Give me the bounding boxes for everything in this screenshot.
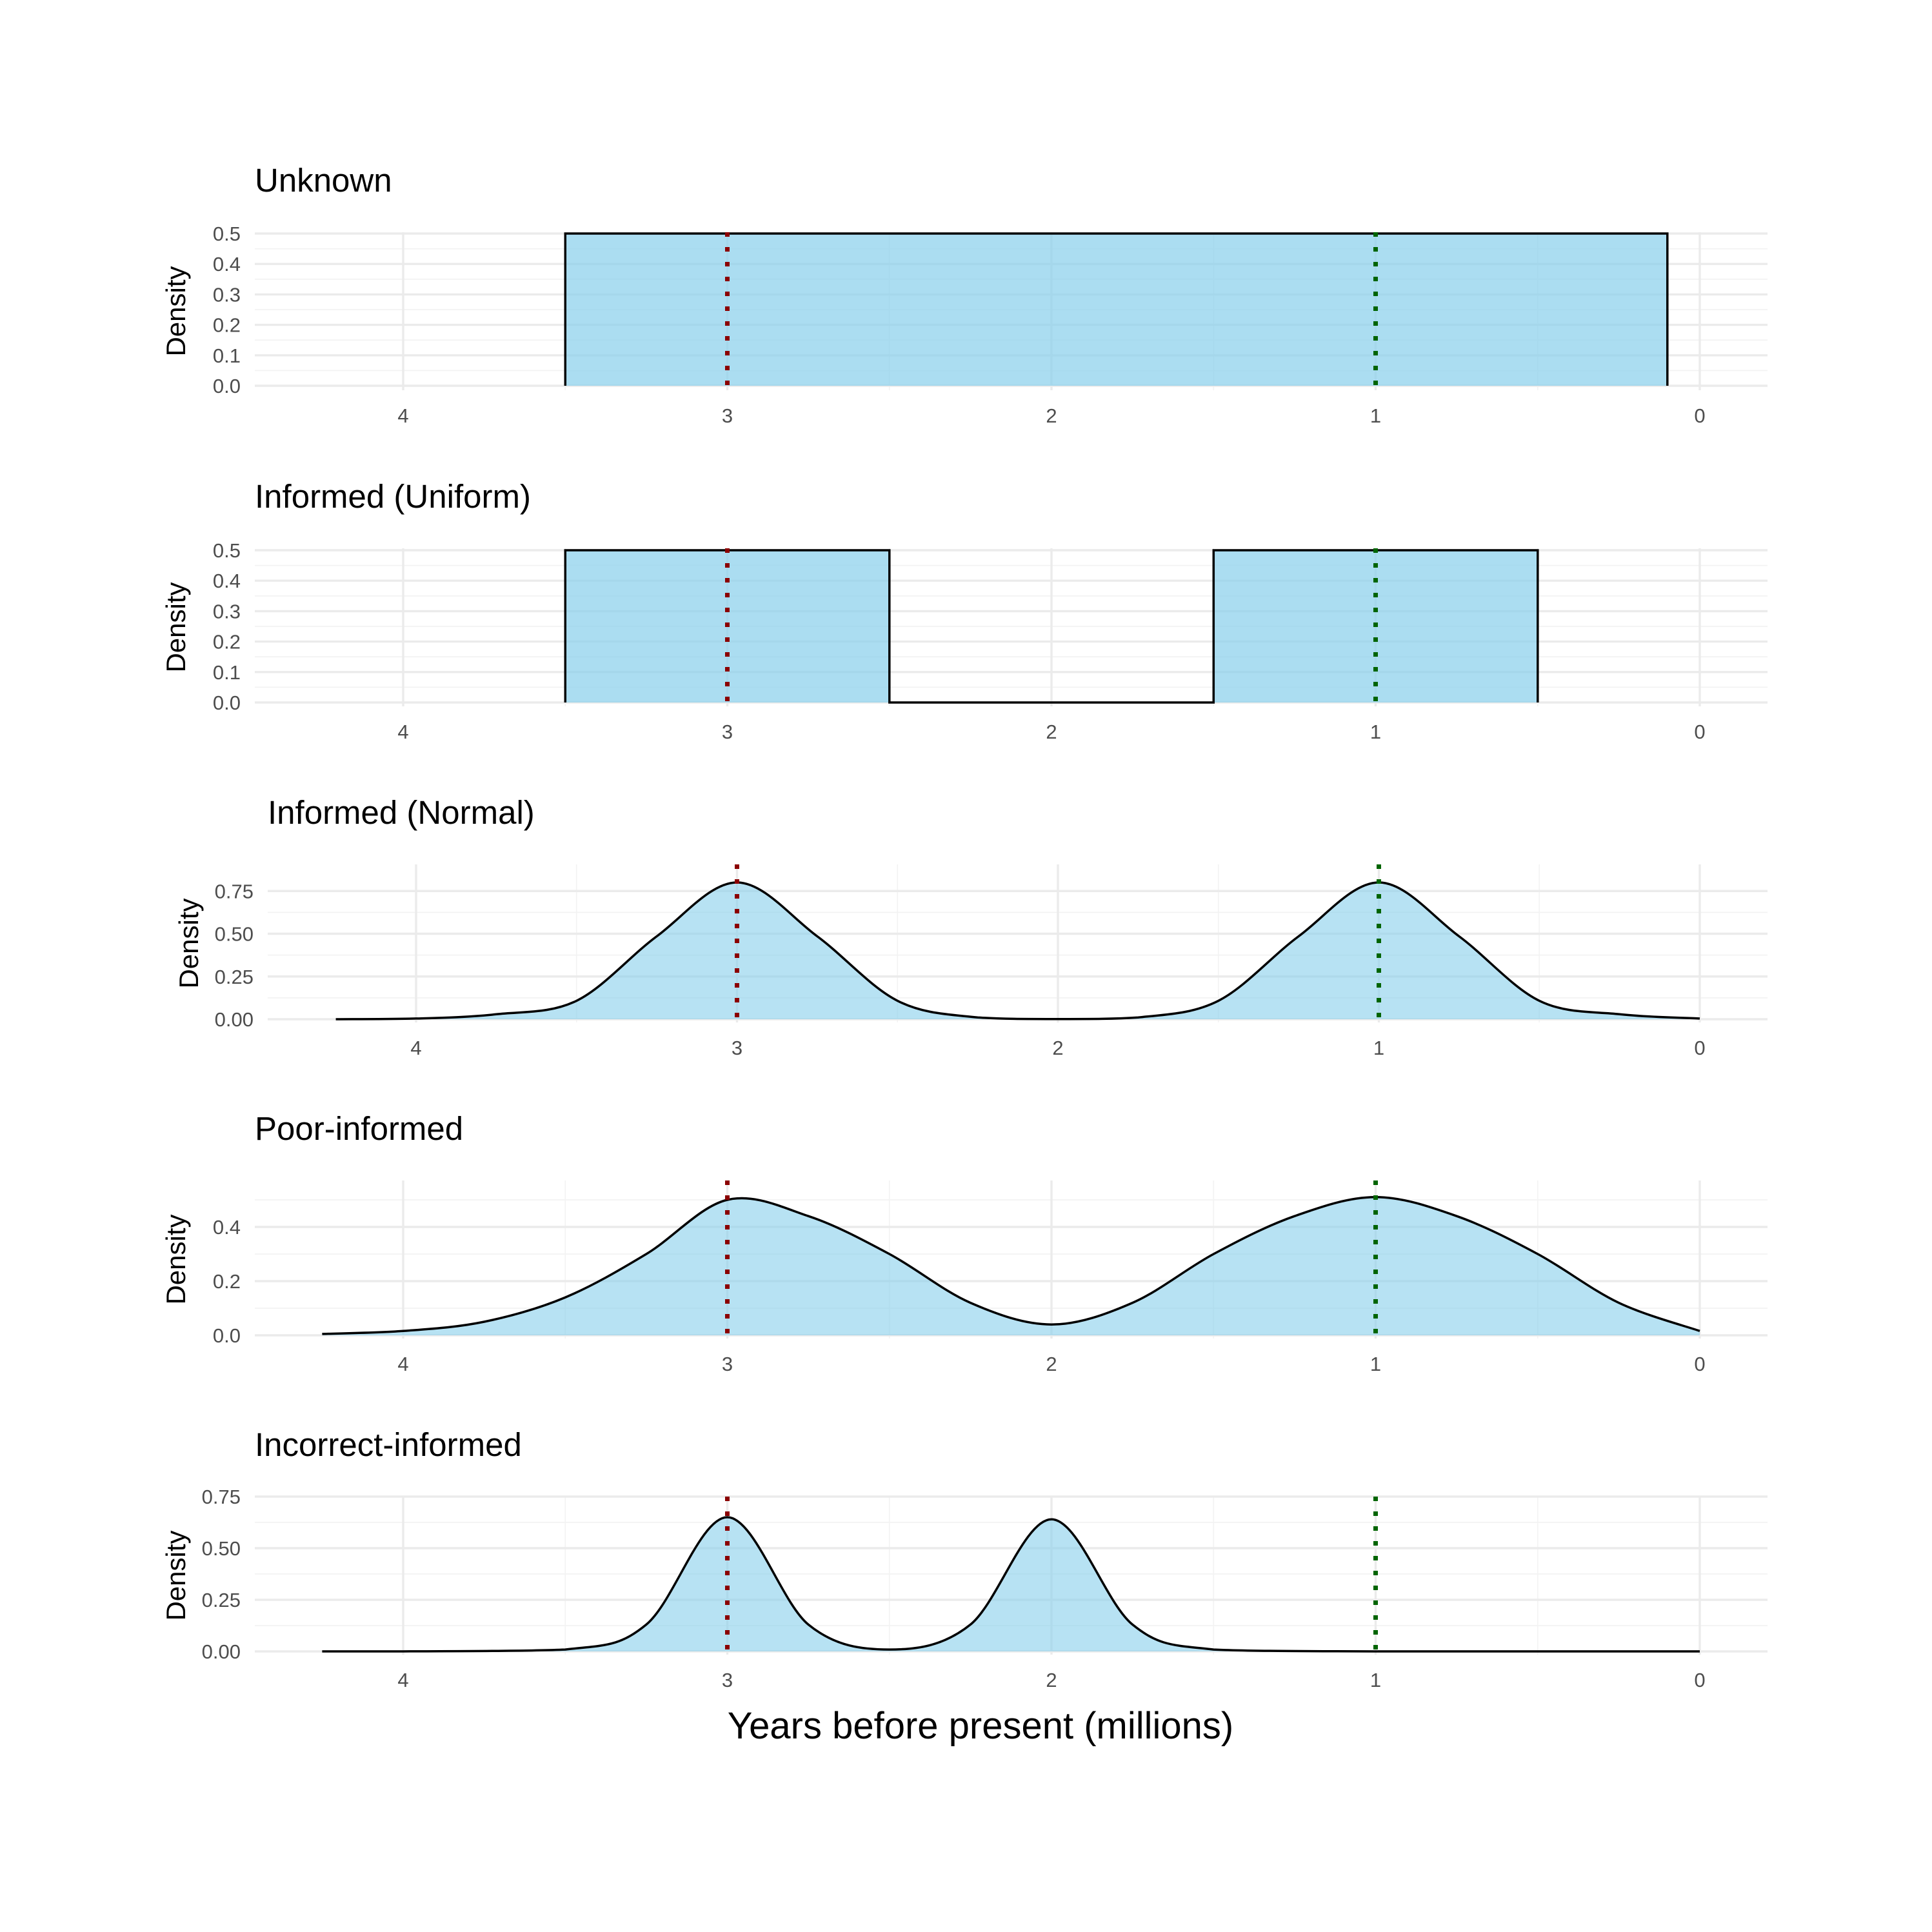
x-tick-label: 0 [1694, 721, 1705, 743]
y-tick-label: 0.00 [215, 1008, 254, 1031]
panel-3: 4 3 2 1 0 0.00 0.25 0.50 0.75 Density Informed (No… [174, 794, 1768, 1059]
x-tick-label: 1 [1370, 404, 1381, 427]
x-tick-label: 2 [1046, 1353, 1057, 1375]
y-tick-label: 0.75 [202, 1486, 241, 1508]
x-tick-label: 1 [1370, 721, 1381, 743]
y-tick-label: 0.75 [215, 880, 254, 902]
x-tick-label: 2 [1046, 721, 1057, 743]
y-tick-label: 0.4 [213, 570, 241, 592]
x-tick-label: 2 [1046, 404, 1057, 427]
x-tick-label: 4 [397, 1353, 408, 1375]
x-tick-label: 1 [1373, 1037, 1384, 1059]
panel-2: 4 3 2 1 0 0.0 0.1 0.2 0.3 0.4 0.5 Density Informed (… [161, 478, 1768, 743]
x-tick-label: 3 [722, 404, 733, 427]
x-tick-label: 0 [1694, 1669, 1705, 1691]
x-tick-label: 0 [1694, 1037, 1705, 1059]
y-axis-label: Density [161, 582, 191, 672]
x-tick-label: 1 [1370, 1669, 1381, 1691]
y-tick-label: 0.0 [213, 692, 241, 714]
density-curve [335, 881, 1700, 1021]
x-tick-label: 0 [1694, 1353, 1705, 1375]
y-tick-label: 0.3 [213, 600, 241, 622]
panel-title: Unknown [255, 162, 392, 199]
y-tick-label: 0.4 [213, 253, 241, 275]
x-tick-label: 2 [1052, 1037, 1063, 1059]
density-area [335, 882, 1700, 1019]
x-tick-label: 3 [722, 1669, 733, 1691]
y-tick-label: 0.5 [213, 223, 241, 245]
y-axis-label: Density [161, 266, 191, 356]
y-tick-label: 0.25 [215, 966, 254, 988]
panel-title: Informed (Uniform) [255, 478, 531, 515]
y-tick-label: 0.2 [213, 631, 241, 653]
y-tick-label: 0.00 [202, 1640, 241, 1663]
panel-1: 4 3 2 1 0 0.0 0.1 0.2 0.3 0.4 0.5 Density Unknown [161, 162, 1768, 427]
y-tick-label: 0.4 [213, 1216, 241, 1239]
panel-title: Poor-informed [255, 1110, 463, 1147]
x-tick-label: 4 [410, 1037, 421, 1059]
x-tick-label: 1 [1370, 1353, 1381, 1375]
x-tick-label: 4 [397, 721, 408, 743]
y-tick-label: 0.1 [213, 344, 241, 367]
x-tick-label: 0 [1694, 404, 1705, 427]
panel-5: 4 3 2 1 0 0.00 0.25 0.50 0.75 Density Incorrect-in… [161, 1426, 1768, 1691]
y-axis-label: Density [161, 1214, 191, 1304]
x-tick-label: 3 [732, 1037, 742, 1059]
x-axis-title: Years before present (millions) [728, 1705, 1233, 1747]
x-tick-label: 2 [1046, 1669, 1057, 1691]
y-tick-label: 0.5 [213, 539, 241, 562]
density-area [322, 1517, 1700, 1651]
y-tick-label: 0.2 [213, 1270, 241, 1293]
y-axis-label: Density [161, 1530, 191, 1620]
density-area [564, 549, 1539, 704]
y-axis-label: Density [174, 898, 204, 988]
x-tick-label: 4 [397, 404, 408, 427]
x-tick-label: 4 [397, 1669, 408, 1691]
y-tick-label: 0.1 [213, 661, 241, 684]
y-tick-label: 0.0 [213, 375, 241, 397]
y-tick-label: 0.50 [215, 923, 254, 946]
x-tick-label: 3 [722, 721, 733, 743]
x-tick-label: 3 [722, 1353, 733, 1375]
density-curve [322, 1196, 1700, 1335]
panel-title: Incorrect-informed [255, 1426, 522, 1463]
y-tick-label: 0.50 [202, 1537, 241, 1560]
panel-title: Informed (Normal) [268, 794, 535, 831]
density-area [564, 232, 1669, 386]
panel-4: 4 3 2 1 0 0.0 0.2 0.4 Density Poor-informed [161, 1110, 1768, 1375]
y-tick-label: 0.2 [213, 314, 241, 337]
y-tick-label: 0.0 [213, 1324, 241, 1347]
y-tick-label: 0.3 [213, 283, 241, 306]
y-tick-label: 0.25 [202, 1589, 241, 1611]
density-area [322, 1197, 1700, 1335]
density-curve [322, 1516, 1700, 1653]
